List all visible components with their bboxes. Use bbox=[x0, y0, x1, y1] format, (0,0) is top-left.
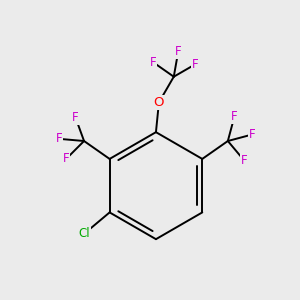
Text: F: F bbox=[192, 58, 199, 70]
Text: F: F bbox=[249, 128, 256, 141]
Text: F: F bbox=[241, 154, 247, 167]
Text: F: F bbox=[72, 111, 79, 124]
Text: F: F bbox=[56, 132, 62, 145]
Text: F: F bbox=[150, 56, 156, 69]
Text: Cl: Cl bbox=[79, 227, 90, 240]
Text: F: F bbox=[231, 110, 238, 123]
Text: F: F bbox=[175, 45, 181, 58]
Text: O: O bbox=[154, 96, 164, 109]
Text: F: F bbox=[63, 152, 70, 165]
